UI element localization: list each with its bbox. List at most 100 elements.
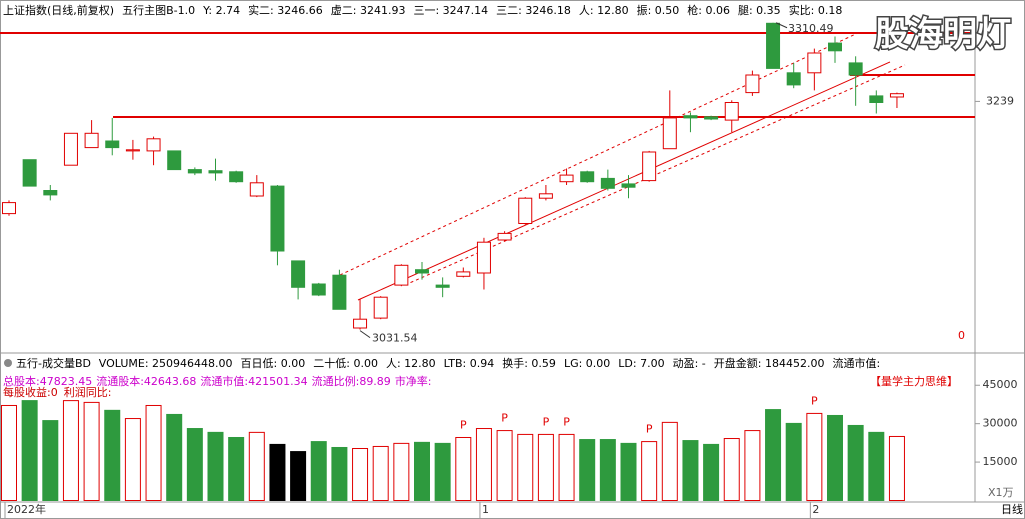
candle-body [311, 283, 326, 296]
candle-body [642, 151, 657, 182]
candle-body [683, 115, 698, 119]
candle-body [476, 241, 491, 274]
header-item: Y: 2.74 [202, 4, 240, 17]
status-value: 0 [958, 329, 965, 342]
candle-body [146, 138, 161, 152]
signal: P [543, 415, 550, 428]
volume-bar [290, 451, 307, 502]
volume-bar [310, 441, 327, 501]
header-item: LG: 0.00 [564, 357, 610, 370]
signal: P [563, 415, 570, 428]
info-item-row: 每股收益:0 利润同比: [3, 385, 111, 399]
candle-body [125, 149, 140, 152]
header-item: VOLUME: 250946448.00 [99, 357, 233, 370]
header-item: 换手: 0.59 [502, 356, 556, 370]
volume-bar [104, 409, 121, 502]
info-item: 每股收益:0 [3, 385, 58, 399]
volume-bar [599, 439, 616, 501]
header-item: 振: 0.50 [637, 3, 680, 17]
header-item: 三一: 3247.14 [413, 4, 488, 17]
candle-body [229, 171, 244, 183]
volume-bar [372, 445, 389, 501]
header-item-row: 五行-成交量BD VOLUME: 250946448.00 百日低: 0.00 二十低… [16, 356, 880, 370]
header-item: 动盈: - [673, 357, 706, 370]
candle-body [43, 190, 58, 196]
candle-body [828, 42, 842, 52]
header-item: 虚二: 3241.93 [331, 4, 406, 17]
candle-body [497, 232, 512, 241]
volume-bar [1, 404, 17, 502]
unit-label: X1万 [988, 486, 1014, 499]
header-item: 二十低: 0.00 [313, 356, 378, 370]
header-item: 人: 12.80 [386, 357, 436, 370]
info-item-row: 总股本:47823.45 流通股本:42643.68 流通市值:421501.34 流… [3, 374, 432, 388]
signal: P [460, 418, 467, 431]
header-item: 上证指数(日线,前复权) [3, 3, 114, 17]
y-tick-label: 3239 [986, 94, 1014, 107]
volume-bar [888, 435, 905, 501]
candle-body [807, 52, 822, 74]
candle-body [704, 116, 719, 120]
candle-body [745, 74, 760, 94]
candle-body [105, 140, 120, 149]
volume-bar [703, 443, 720, 501]
pointer [359, 330, 371, 339]
signal: P [501, 412, 508, 425]
volume-bar [228, 436, 245, 501]
volume-bar [537, 433, 554, 501]
info-item: 总股本:47823.45 [3, 374, 92, 388]
candle-body [415, 269, 429, 274]
candle-body [249, 182, 264, 197]
volume-bar [331, 446, 348, 502]
signal: P [811, 394, 818, 407]
candle-body [187, 169, 202, 174]
candle-body [435, 284, 450, 288]
volume-bar [248, 431, 265, 501]
y-tick-label: 30000 [983, 417, 1018, 430]
volume-bar [847, 424, 864, 501]
info-item: 流通比例:89.89 [312, 374, 391, 388]
volume-bar [620, 442, 637, 502]
volume-bar [434, 442, 451, 502]
candle-body [662, 117, 677, 150]
candle-body [2, 202, 16, 215]
candle-body [724, 102, 739, 121]
candle-body [889, 93, 904, 98]
tag: 【量学主力思维】 [870, 374, 958, 388]
candle-body [848, 62, 863, 76]
volume-bar [21, 400, 38, 501]
candle-body [538, 193, 553, 199]
high-label: 3310.49 [788, 22, 834, 35]
volume-bar [414, 441, 430, 501]
volume-bar [186, 428, 203, 502]
volume-bar [475, 428, 492, 502]
volume-bar [393, 442, 410, 502]
signal: P [646, 423, 653, 436]
volume-bar [145, 404, 162, 502]
candle-body [270, 185, 285, 252]
candle-body [621, 183, 636, 188]
volume-bar [496, 430, 513, 502]
header-item-row: 上证指数(日线,前复权) 五行主图B-1.0 Y: 2.74 实二: 3246.66 虚… [3, 3, 842, 17]
x-tick-label: 2 [812, 503, 819, 516]
candle-body [766, 22, 781, 69]
header-item: 人: 12.80 [579, 4, 629, 17]
channel-line [357, 61, 891, 301]
volume-bar [269, 443, 286, 501]
volume-bar [455, 436, 472, 501]
candle-body [869, 95, 884, 104]
header-item: 五行主图B-1.0 [122, 4, 195, 17]
header-item: 三二: 3246.18 [496, 4, 571, 17]
header-item: 流通市值: [832, 356, 880, 370]
low-label: 3031.54 [372, 332, 418, 345]
period-label: 日线 [1001, 502, 1023, 516]
volume-bar [868, 431, 885, 501]
candle-body [580, 171, 595, 183]
candle-body [600, 177, 615, 189]
candle-body [559, 174, 574, 183]
volume-bar [207, 431, 224, 501]
volume-bar [124, 418, 141, 501]
pointer [775, 22, 788, 29]
watermark: 股海明灯 [875, 15, 1011, 55]
